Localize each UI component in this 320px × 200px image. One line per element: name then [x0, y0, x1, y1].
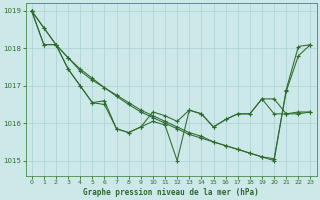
X-axis label: Graphe pression niveau de la mer (hPa): Graphe pression niveau de la mer (hPa) [83, 188, 259, 197]
